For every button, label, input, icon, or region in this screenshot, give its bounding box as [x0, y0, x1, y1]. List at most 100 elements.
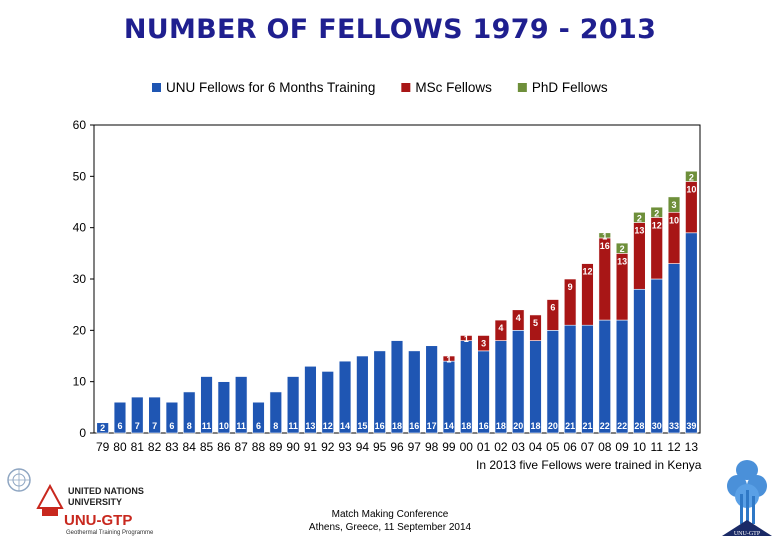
bar-segment — [667, 263, 681, 434]
bar-segment — [598, 319, 611, 434]
bar-segment — [390, 340, 404, 434]
bar-segment — [563, 278, 577, 326]
bar-segment — [200, 376, 213, 434]
kenya-note: In 2013 five Fellows were trained in Ken… — [476, 458, 702, 472]
chart-title: NUMBER OF FELLOWS 1979 - 2013 — [123, 14, 657, 45]
data-label: 1 — [464, 334, 469, 344]
bar-segment — [546, 299, 560, 331]
data-label: 7 — [152, 421, 157, 431]
x-tick-label: 09 — [615, 440, 629, 454]
data-label: 14 — [340, 421, 350, 431]
data-label: 33 — [669, 421, 679, 431]
data-label: 21 — [582, 421, 592, 431]
bar-segment — [373, 350, 386, 434]
x-tick-label: 95 — [373, 440, 387, 454]
y-tick-label: 50 — [73, 169, 87, 183]
x-tick-label: 86 — [217, 440, 231, 454]
footer: Match Making Conference Athens, Greece, … — [270, 508, 510, 534]
bar-segment — [633, 211, 646, 223]
x-tick-label: 08 — [598, 440, 612, 454]
data-label: 10 — [686, 184, 696, 194]
bar-segment — [304, 365, 317, 434]
bar-segment — [460, 340, 473, 434]
bar-segment — [442, 355, 456, 362]
x-tick-label: 93 — [338, 440, 352, 454]
x-tick-label: 84 — [183, 440, 197, 454]
bar-segment — [667, 196, 681, 213]
x-tick-label: 87 — [234, 440, 248, 454]
bar-segment — [338, 360, 352, 434]
x-tick-label: 81 — [131, 440, 145, 454]
bar-segment — [615, 242, 629, 254]
unu-gtp-emblem-icon — [36, 484, 64, 516]
x-tick-label: 91 — [304, 440, 318, 454]
bar-segment — [512, 330, 525, 434]
data-label: 11 — [236, 421, 246, 431]
data-label: 16 — [600, 241, 610, 251]
bar-segment — [96, 422, 109, 434]
stacked-bar-chart: 0102030405060279680781782683884118510861… — [73, 80, 701, 454]
legend-swatch — [152, 83, 161, 92]
x-tick-label: 99 — [442, 440, 456, 454]
data-label: 13 — [634, 226, 644, 236]
data-label: 12 — [652, 220, 662, 230]
data-label: 39 — [686, 421, 696, 431]
x-tick-label: 11 — [650, 440, 663, 454]
x-tick-label: 12 — [667, 440, 681, 454]
data-label: 22 — [617, 421, 627, 431]
un-emblem-icon — [7, 468, 31, 492]
data-label: 10 — [219, 421, 229, 431]
legend-label: PhD Fellows — [532, 80, 608, 95]
x-tick-label: 89 — [269, 440, 283, 454]
bar-segment — [512, 309, 525, 331]
footer-line-2: Athens, Greece, 11 September 2014 — [308, 522, 472, 533]
data-label: 21 — [565, 421, 575, 431]
data-label: 16 — [409, 421, 419, 431]
y-tick-label: 0 — [79, 426, 86, 440]
bar-segment — [546, 330, 560, 434]
x-tick-label: 90 — [286, 440, 300, 454]
data-label: 17 — [427, 421, 437, 431]
data-label: 5 — [533, 318, 538, 328]
data-label: 3 — [672, 200, 677, 210]
data-label: 6 — [256, 421, 261, 431]
legend-swatch — [517, 83, 527, 92]
unu-gtp-label: UNU-GTP — [64, 512, 133, 529]
data-label: 28 — [634, 421, 644, 431]
bar-segment — [685, 232, 698, 434]
x-tick-label: 97 — [408, 440, 422, 454]
x-tick-label: 92 — [321, 440, 335, 454]
legend-swatch — [401, 83, 411, 92]
data-label: 2 — [100, 423, 105, 433]
data-label: 4 — [498, 323, 503, 333]
bar-segment — [113, 401, 127, 434]
x-tick-label: 02 — [494, 440, 508, 454]
bar-segment — [477, 335, 490, 352]
bar-segment — [529, 340, 542, 434]
x-tick-label: 94 — [356, 440, 370, 454]
data-label: 2 — [689, 172, 694, 182]
data-label: 2 — [637, 213, 642, 223]
y-tick-label: 40 — [73, 221, 87, 235]
y-tick-label: 30 — [73, 272, 87, 286]
data-label: 13 — [305, 421, 315, 431]
x-tick-label: 83 — [165, 440, 179, 454]
data-label: 18 — [496, 421, 506, 431]
geothermal-tree-logo-icon: UNU-GTP — [722, 460, 772, 537]
data-label: 6 — [550, 303, 555, 313]
bar-segment — [165, 401, 179, 434]
bar-segment — [650, 278, 663, 434]
data-label: 22 — [600, 421, 610, 431]
x-tick-label: 03 — [512, 440, 526, 454]
bar-segment — [581, 263, 594, 326]
data-label: 6 — [117, 421, 122, 431]
bar-segment — [234, 376, 248, 434]
data-label: 3 — [481, 338, 486, 348]
data-label: 9 — [568, 282, 573, 292]
bar-segment — [494, 319, 508, 341]
y-tick-label: 10 — [73, 375, 87, 389]
data-label: 2 — [620, 244, 625, 254]
bar-segment — [425, 345, 438, 434]
x-tick-label: 88 — [252, 440, 266, 454]
data-label: 15 — [357, 421, 367, 431]
